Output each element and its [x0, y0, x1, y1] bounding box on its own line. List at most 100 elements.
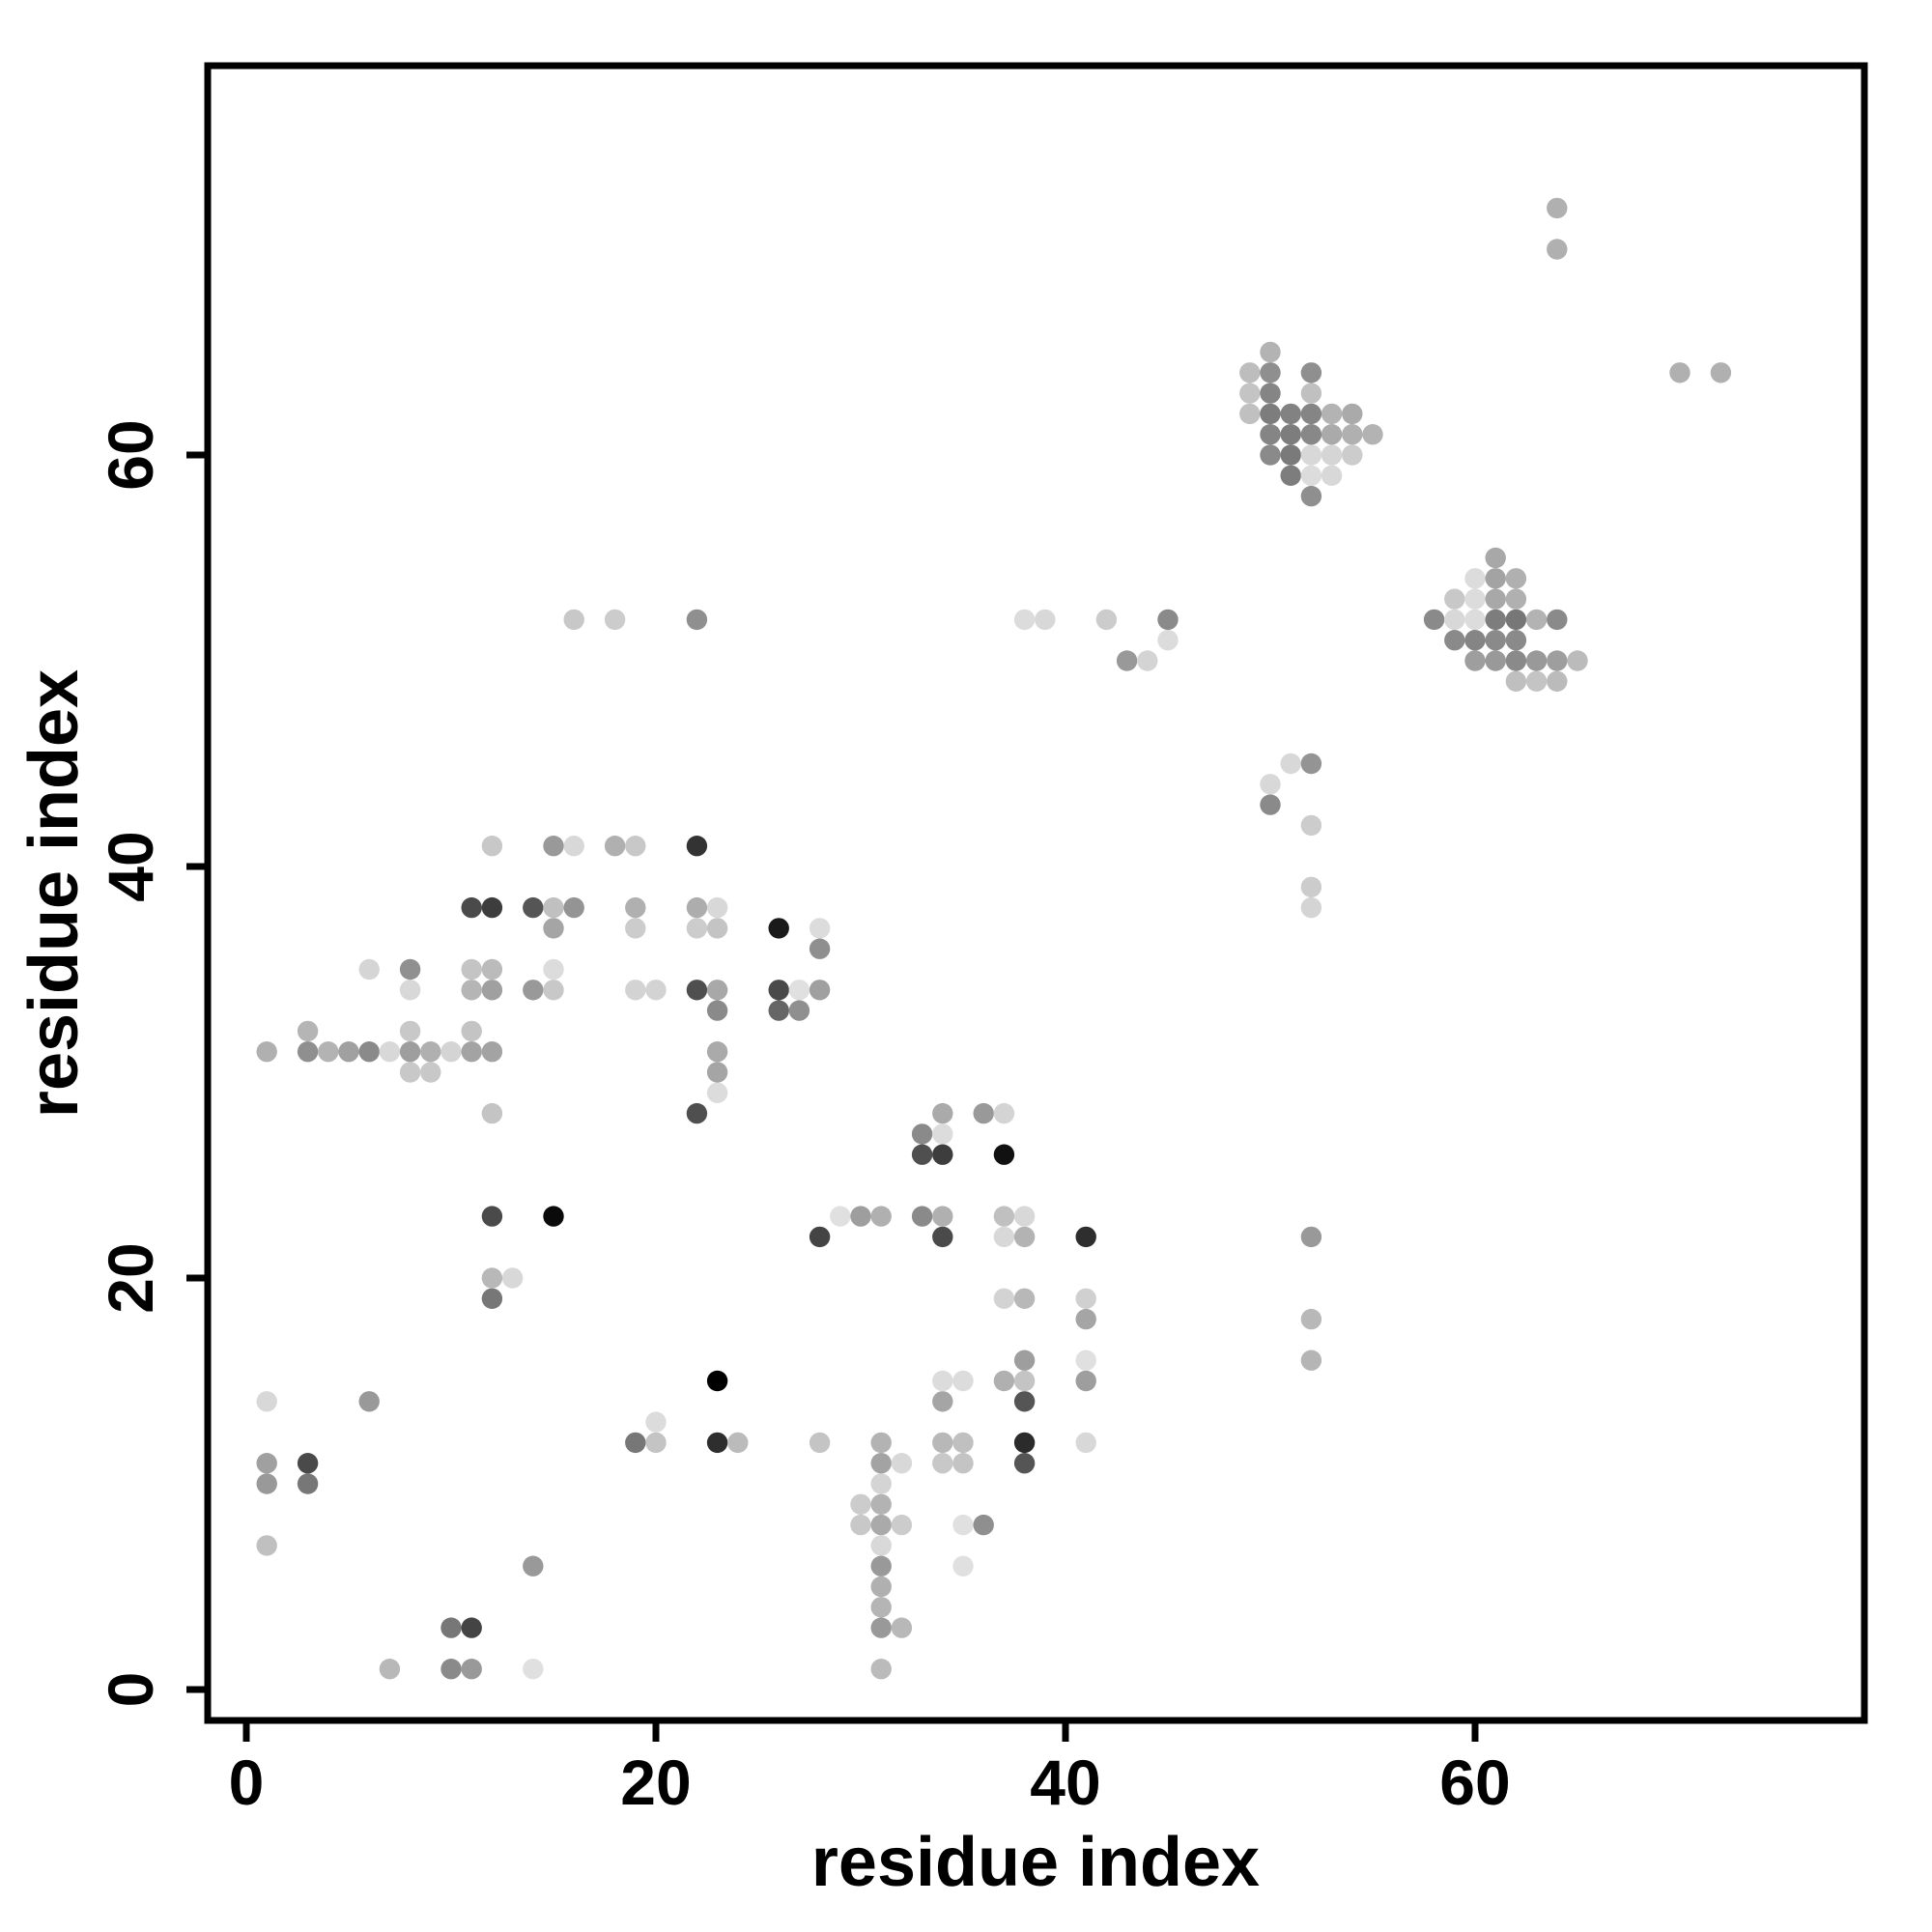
- data-point: [1485, 568, 1506, 589]
- data-point: [870, 1659, 892, 1680]
- data-point: [706, 1082, 728, 1104]
- data-point: [1505, 588, 1527, 610]
- data-point: [1464, 568, 1486, 589]
- data-point: [543, 980, 564, 1001]
- data-point: [870, 1473, 892, 1494]
- data-point: [788, 1000, 810, 1021]
- data-point: [563, 836, 584, 857]
- data-point: [993, 1288, 1015, 1310]
- x-tick-label: 60: [1439, 1747, 1510, 1818]
- data-point: [1464, 588, 1486, 610]
- y-tick-label: 60: [95, 419, 166, 490]
- data-point: [706, 980, 728, 1001]
- data-point: [809, 918, 831, 939]
- data-point: [481, 896, 503, 919]
- data-point: [420, 1062, 441, 1083]
- data-point: [1260, 424, 1281, 445]
- data-point: [1321, 424, 1343, 445]
- data-point: [1567, 650, 1588, 671]
- data-point: [1260, 794, 1281, 815]
- data-point: [1485, 630, 1506, 651]
- data-point: [461, 1617, 482, 1638]
- data-point: [256, 1535, 277, 1556]
- x-tick-label: 20: [620, 1747, 691, 1818]
- data-point: [481, 1102, 503, 1124]
- data-point: [461, 980, 482, 1001]
- data-point: [297, 1041, 319, 1063]
- data-point: [1157, 609, 1179, 631]
- data-point: [1342, 403, 1363, 425]
- data-point: [1505, 630, 1527, 651]
- data-point: [1075, 1432, 1096, 1454]
- data-point: [870, 1493, 892, 1516]
- data-point: [1485, 588, 1506, 610]
- data-point: [1464, 630, 1486, 651]
- data-point: [1423, 609, 1445, 631]
- data-point: [932, 1102, 953, 1124]
- data-point: [952, 1514, 974, 1536]
- data-point: [891, 1617, 913, 1638]
- data-point: [932, 1432, 953, 1454]
- data-point: [686, 609, 708, 631]
- data-point: [563, 896, 584, 919]
- data-point: [768, 980, 789, 1001]
- data-point: [625, 836, 646, 857]
- data-point: [1260, 774, 1281, 795]
- data-point: [358, 958, 380, 980]
- data-point: [686, 918, 708, 939]
- data-point: [1710, 362, 1732, 384]
- data-point: [809, 980, 831, 1001]
- data-point: [768, 918, 789, 939]
- data-point: [318, 1041, 339, 1063]
- data-point: [932, 1226, 953, 1248]
- data-point: [706, 896, 728, 919]
- data-point: [870, 1555, 892, 1577]
- data-point: [297, 1020, 319, 1042]
- data-point: [1300, 896, 1322, 919]
- data-point: [1300, 403, 1322, 425]
- data-point: [543, 958, 564, 980]
- data-point: [501, 1267, 524, 1289]
- data-point: [686, 1102, 708, 1124]
- data-point: [952, 1370, 974, 1392]
- data-point: [1013, 609, 1036, 631]
- data-point: [399, 1041, 421, 1063]
- data-point: [788, 980, 810, 1001]
- data-point: [1280, 403, 1301, 425]
- data-point: [809, 1432, 831, 1454]
- data-point: [706, 1041, 728, 1063]
- data-point: [911, 1144, 933, 1165]
- data-point: [1300, 1226, 1322, 1248]
- data-point: [1260, 362, 1281, 384]
- data-point: [706, 1432, 728, 1454]
- data-point: [1013, 1206, 1036, 1227]
- data-point: [1157, 630, 1179, 651]
- data-point: [1013, 1288, 1036, 1310]
- data-point: [1321, 444, 1343, 466]
- x-axis-label: residue index: [811, 1824, 1260, 1901]
- data-point: [523, 896, 544, 919]
- data-point: [993, 1370, 1015, 1392]
- data-point: [1505, 568, 1527, 589]
- data-point: [993, 1206, 1015, 1227]
- data-point: [1095, 609, 1118, 631]
- data-point: [1013, 1350, 1036, 1371]
- data-point: [727, 1432, 749, 1454]
- data-point: [686, 836, 708, 857]
- data-point: [1525, 650, 1548, 671]
- data-point: [1547, 197, 1568, 219]
- data-point: [523, 980, 544, 1001]
- data-point: [952, 1453, 974, 1474]
- x-tick-label: 40: [1030, 1747, 1100, 1818]
- data-point: [481, 836, 503, 857]
- data-point: [870, 1514, 892, 1536]
- data-point: [1013, 1432, 1036, 1454]
- data-point: [1547, 650, 1568, 671]
- data-point: [481, 980, 503, 1001]
- data-point: [1280, 424, 1301, 445]
- data-point: [1280, 444, 1301, 466]
- data-point: [809, 1226, 831, 1248]
- data-point: [256, 1453, 277, 1474]
- data-point: [1485, 609, 1506, 631]
- data-point: [850, 1206, 871, 1227]
